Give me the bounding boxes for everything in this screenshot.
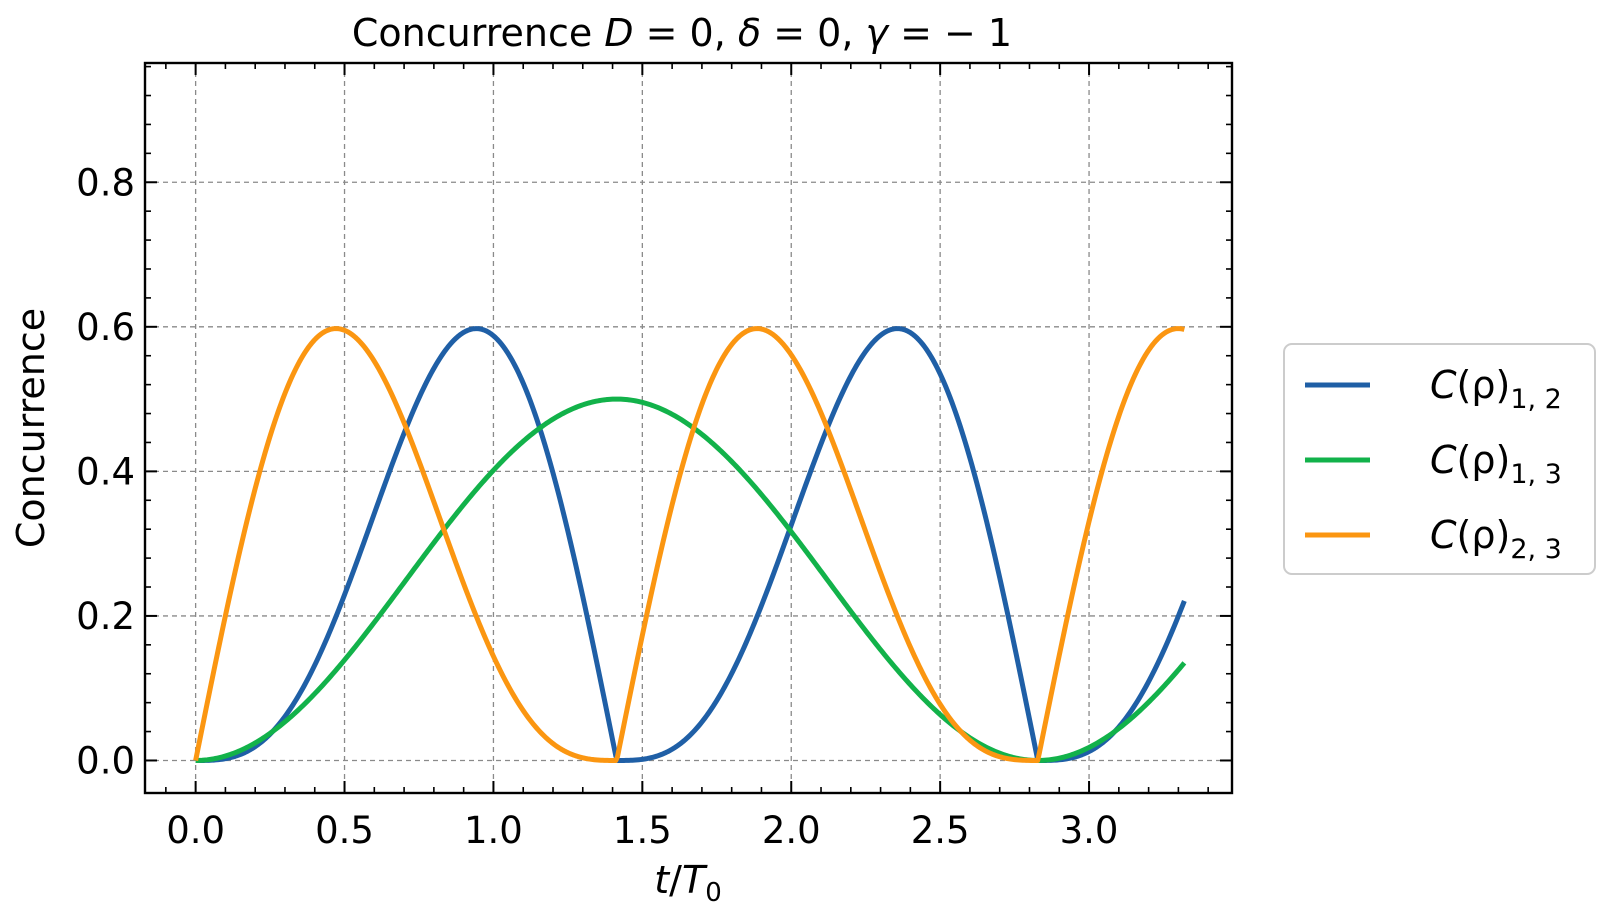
x-tick-label: 3.0 — [1060, 809, 1119, 852]
x-tick-label: 1.0 — [464, 809, 523, 852]
series-lines — [193, 326, 1187, 763]
y-tick-label: 0.4 — [76, 450, 135, 493]
x-tick-label: 1.5 — [613, 809, 672, 852]
y-tick-label: 0.6 — [76, 306, 135, 349]
x-tick-label: 0.5 — [315, 809, 374, 852]
x-tick-label: 0.0 — [166, 809, 225, 852]
legend-box — [1283, 343, 1596, 575]
series-line-1 — [194, 326, 1187, 763]
y-tick-label: 0.2 — [76, 595, 135, 638]
x-tick-label: 2.0 — [762, 809, 821, 852]
legend-label-1: C(ρ)1, 2 — [1430, 363, 1562, 415]
legend: C(ρ)1, 2 C(ρ)1, 3 C(ρ)2, 3 — [1283, 343, 1596, 575]
legend-label-2: C(ρ)1, 3 — [1430, 438, 1562, 490]
x-tick-label: 2.5 — [911, 809, 970, 852]
grid-lines — [145, 63, 1232, 793]
y-axis-title: Concurrence — [9, 308, 53, 548]
x-axis-title: t/T0 — [654, 858, 721, 908]
y-tick-label: 0.8 — [76, 161, 135, 204]
chart-title: Concurrence D = 0, δ = 0, γ = − 1 — [352, 11, 1012, 55]
legend-label-3: C(ρ)2, 3 — [1430, 513, 1562, 565]
plot-frame — [143, 61, 1234, 795]
series-line-3 — [193, 326, 1186, 763]
y-tick-label: 0.0 — [76, 739, 135, 782]
tick-labels: 0.0 0.5 1.0 1.5 2.0 2.5 3.0 0.0 0.2 0.4 0.6 0.8 — [76, 161, 1118, 852]
